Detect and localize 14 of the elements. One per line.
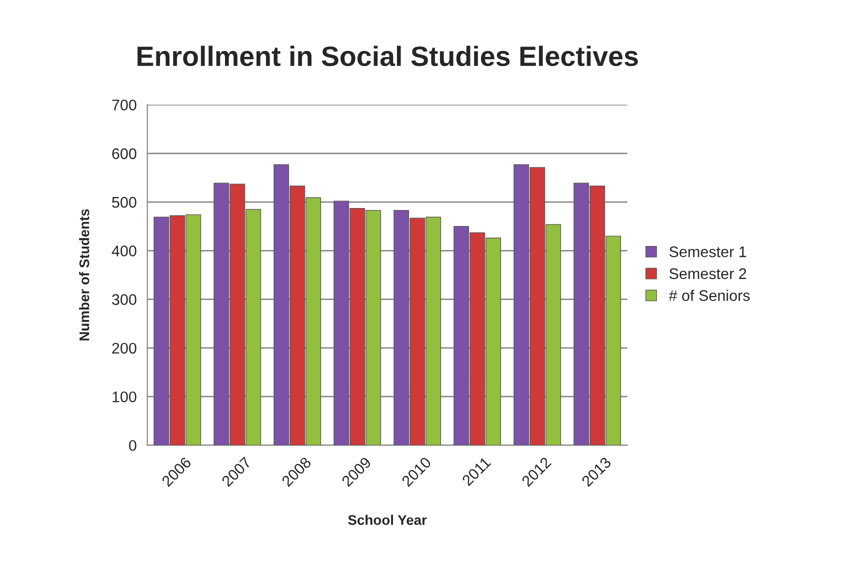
y-tick-label: 100 bbox=[112, 391, 136, 402]
legend-label: Semester 1 bbox=[669, 246, 746, 258]
y-tick-label: 400 bbox=[112, 246, 136, 256]
y-axis-title: Number of Students bbox=[79, 209, 90, 340]
y-tick-label: 600 bbox=[112, 148, 136, 160]
y-tick-label: 300 bbox=[112, 294, 136, 305]
y-tick-label: 700 bbox=[112, 100, 136, 110]
x-axis-title: School Year bbox=[348, 514, 427, 525]
legend-label: Semester 2 bbox=[669, 268, 746, 280]
y-tick-label: 500 bbox=[112, 196, 136, 208]
chart-title: Enrollment in Social Studies Electives bbox=[138, 46, 638, 66]
y-tick-label: 0 bbox=[129, 440, 136, 451]
y-tick-label: 200 bbox=[112, 342, 136, 354]
legend-label: # of Seniors bbox=[668, 290, 750, 301]
